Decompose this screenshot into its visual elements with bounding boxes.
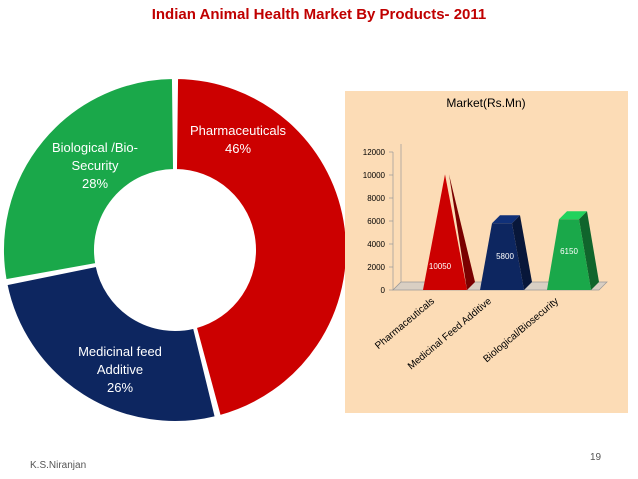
- y-tick-label: 6000: [367, 217, 385, 226]
- bar-chart-panel: Market(Rs.Mn) 0 2000 4000 6000 8000 10000 12000…: [345, 91, 628, 413]
- donut-slice: [2, 76, 176, 282]
- slide-title: Indian Animal Health Market By Products-…: [151, 6, 487, 23]
- y-tick-label: 4000: [367, 240, 385, 249]
- y-tick-label: 12000: [363, 148, 386, 157]
- x-category-label: Pharmaceuticals: [373, 296, 437, 352]
- back-wall: [392, 144, 402, 291]
- bar-chart-title: Market(Rs.Mn): [446, 96, 525, 110]
- bar-value-label: 5800: [496, 252, 514, 261]
- y-tick-label: 10000: [363, 171, 386, 180]
- donut-slice-label-line: Medicinal feed: [78, 344, 162, 359]
- author-label: K.S.Niranjan: [30, 460, 87, 471]
- page-number: 19: [590, 452, 602, 463]
- donut-slice-label-line: 26%: [106, 380, 134, 395]
- bar-pyramid: [547, 211, 599, 290]
- donut-slice-label: Medicinal feed Additive 26%: [50, 343, 190, 397]
- donut-slice: [174, 76, 348, 418]
- bar-pyramid: [423, 174, 475, 290]
- y-tick-label: 2000: [367, 263, 385, 272]
- donut-slice-label-line: 46%: [224, 141, 252, 156]
- donut-slice-label-line: Security: [71, 158, 119, 173]
- donut-slice-label-line: Additive: [96, 362, 144, 377]
- donut-slice-label-line: Biological /Bio-: [52, 140, 138, 155]
- bar-chart: Market(Rs.Mn) 0 2000 4000 6000 8000 10000 12000…: [363, 96, 608, 372]
- donut-slice-label: Pharmaceuticals 46%: [178, 122, 298, 158]
- donut-slice: [5, 264, 217, 423]
- donut-chart: [2, 76, 348, 423]
- donut-slice-label-line: 28%: [81, 176, 109, 191]
- y-tick-label: 0: [381, 286, 386, 295]
- bar-value-label: 10050: [429, 262, 452, 271]
- x-category-label: Biological/Biosecurity: [481, 296, 560, 365]
- donut-slice-label: Biological /Bio- Security 28%: [20, 139, 170, 193]
- bar-value-label: 6150: [560, 247, 578, 256]
- y-tick-label: 8000: [367, 194, 385, 203]
- donut-slice-label-line: Pharmaceuticals: [189, 123, 287, 138]
- bar-pyramid: [480, 215, 532, 290]
